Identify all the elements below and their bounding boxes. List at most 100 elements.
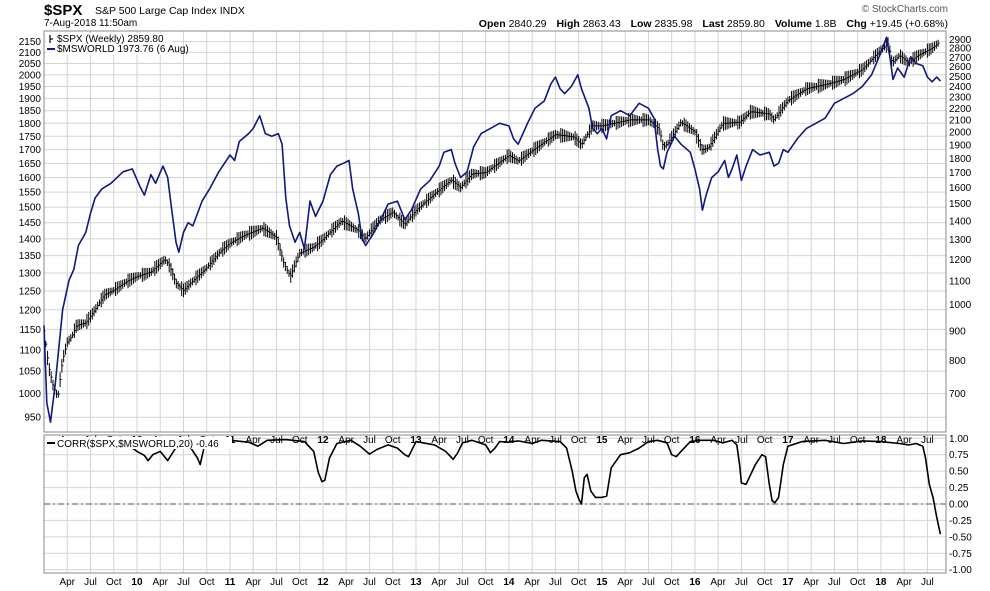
indicator-x-tick-label: 17 (782, 577, 794, 588)
indicator-axis-tick-label: -0.25 (949, 516, 972, 527)
right-axis-tick-label: 700 (949, 389, 966, 400)
indicator-x-tick-label: 10 (131, 577, 143, 588)
right-axis-tick-label: 2100 (949, 115, 972, 126)
price-x-tick-label: 17 (782, 435, 794, 446)
right-axis-tick-label: 1600 (949, 183, 972, 194)
left-axis-tick-label: 1750 (19, 132, 42, 143)
left-axis-tick-label: 1000 (19, 389, 42, 400)
left-axis-tick-label: 1800 (19, 119, 42, 130)
indicator-x-tick-label: Jul (642, 577, 655, 588)
right-axis-tick-label: 900 (949, 326, 966, 337)
price-x-tick-label: 18 (875, 435, 887, 446)
volume-label: Volume (774, 18, 812, 30)
price-x-tick-label: Oct (664, 435, 680, 446)
price-x-tick-label: 16 (689, 435, 701, 446)
left-axis-tick-label: 2050 (19, 59, 42, 70)
left-axis-tick-label: 1650 (19, 159, 42, 170)
price-x-tick-label: Apr (710, 435, 726, 446)
price-legend-bg (46, 33, 172, 55)
indicator-x-tick-label: 15 (596, 577, 608, 588)
left-axis-tick-label: 1100 (19, 345, 41, 356)
indicator-axis-tick-label: 0.75 (949, 450, 969, 461)
symbol-description: S&P 500 Large Cap Index INDX (95, 5, 245, 17)
price-x-tick-label: 13 (410, 435, 422, 446)
indicator-x-tick-label: 11 (225, 577, 236, 588)
price-x-tick-label: Jul (270, 435, 283, 446)
right-axis-tick-label: 1300 (949, 235, 972, 246)
high-label: High (556, 18, 580, 30)
indicator-x-tick-label: 16 (689, 577, 701, 588)
indicator-x-tick-label: Apr (245, 577, 261, 588)
indicator-x-tick-label: Oct (199, 577, 215, 588)
indicator-x-tick-label: Apr (431, 577, 447, 588)
indicator-x-tick-label: Apr (710, 577, 726, 588)
volume-value: 1.8B (814, 18, 837, 30)
left-axis-tick-label: 1300 (19, 268, 42, 279)
left-axis-tick-label: 1900 (19, 94, 42, 105)
indicator-x-tick-label: Jul (549, 577, 562, 588)
last-value: 2859.80 (726, 18, 765, 30)
indicator-x-tick-label: Oct (385, 577, 401, 588)
indicator-x-tick-label: Apr (617, 577, 633, 588)
indicator-x-tick-label: 12 (317, 577, 329, 588)
spx-legend-text: $SPX (Weekly) 2859.80 (57, 34, 164, 45)
left-axis-tick-label: 1850 (19, 106, 42, 117)
axis-labels-layer: AprAprJulJulOctOct1010AprAprJulJulOctOct… (19, 35, 972, 588)
open-value: 2840.29 (508, 18, 547, 30)
indicator-x-tick-label: Oct (478, 577, 494, 588)
right-axis-tick-label: 2500 (949, 72, 972, 83)
indicator-x-tick-label: Oct (106, 577, 122, 588)
right-axis-tick-label: 1200 (949, 255, 972, 266)
price-x-tick-label: Oct (478, 435, 494, 446)
legend-layer: $SPX (Weekly) 2859.80$MSWORLD 1973.76 (6… (46, 33, 232, 450)
indicator-x-tick-label: Apr (803, 577, 819, 588)
spx-bars-group (43, 37, 940, 398)
indicator-axis-tick-label: 0.50 (949, 467, 969, 478)
indicator-x-tick-label: Apr (896, 577, 912, 588)
right-axis-tick-label: 1100 (949, 276, 971, 287)
indicator-x-tick-label: Oct (571, 577, 587, 588)
price-x-tick-label: Oct (850, 435, 866, 446)
indicator-x-tick-label: Jul (177, 577, 190, 588)
exchange-text: INDX (219, 5, 245, 17)
chg-label: Chg (846, 18, 867, 30)
indicator-x-tick-label: Apr (524, 577, 540, 588)
indicator-x-tick-label: Apr (152, 577, 168, 588)
price-x-tick-label: Jul (456, 435, 469, 446)
right-axis-tick-label: 1900 (949, 140, 972, 151)
indicator-x-tick-label: Jul (456, 577, 469, 588)
left-axis-tick-label: 1700 (19, 145, 42, 156)
price-x-tick-label: Apr (338, 435, 354, 446)
timestamp: 7-Aug-2018 11:50am (44, 18, 138, 29)
indicator-axis-tick-label: -0.50 (949, 532, 972, 543)
price-x-tick-label: Oct (757, 435, 773, 446)
price-x-tick-label: Oct (292, 435, 308, 446)
left-axis-tick-label: 2000 (19, 70, 42, 81)
last-label: Last (702, 18, 724, 30)
price-x-tick-label: Jul (363, 435, 376, 446)
left-axis-tick-label: 1500 (19, 203, 42, 214)
left-axis-tick-label: 1250 (19, 287, 42, 298)
indicator-panel-frame (43, 434, 947, 574)
price-x-tick-label: Apr (617, 435, 633, 446)
price-x-tick-label: 12 (317, 435, 329, 446)
price-panel-frame (43, 30, 947, 433)
left-axis-tick-label: 1950 (19, 82, 42, 93)
indicator-axis-tick-label: 1.00 (949, 434, 969, 445)
corr-series-line (122, 438, 942, 535)
left-axis-tick-label: 2100 (19, 48, 42, 59)
high-value: 2863.43 (582, 18, 621, 30)
price-x-tick-label: Jul (549, 435, 562, 446)
indicator-x-tick-label: Apr (59, 577, 75, 588)
chg-value: +19.45 (+0.68%) (869, 18, 948, 30)
right-axis-tick-label: 2800 (949, 44, 972, 55)
indicator-x-tick-label: Oct (664, 577, 680, 588)
indicator-x-tick-label: Apr (338, 577, 354, 588)
indicator-legend-bg (46, 437, 232, 449)
indicator-axis-tick-label: 0.00 (949, 500, 969, 511)
indicator-x-tick-label: 18 (875, 577, 887, 588)
price-x-tick-label: Jul (921, 435, 934, 446)
grid-layer (44, 31, 946, 573)
indicator-x-tick-label: Oct (292, 577, 308, 588)
